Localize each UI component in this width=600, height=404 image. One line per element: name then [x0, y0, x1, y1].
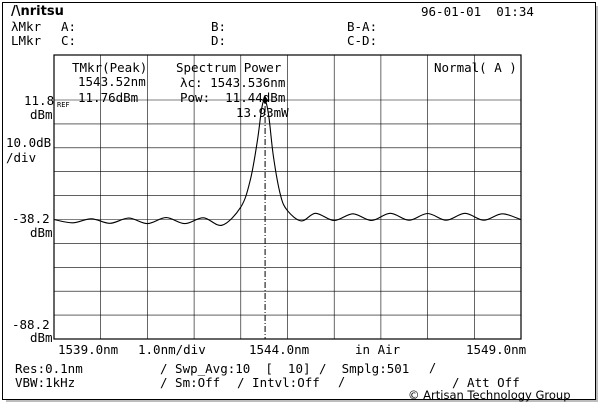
ref-level: 11.8: [24, 93, 55, 108]
divider-slash-1: /: [429, 361, 437, 375]
marker-a[interactable]: A:: [61, 19, 77, 34]
mid-level: -38.2: [12, 211, 50, 226]
marker-b[interactable]: B:: [211, 19, 227, 34]
resolution: Res:0.1nm: [15, 361, 83, 376]
smoothing: / Sm:Off: [160, 375, 221, 390]
scale-per-div-unit: /div: [6, 150, 37, 165]
x-medium: in Air: [355, 342, 401, 357]
copyright-watermark: © Artisan Technology Group: [408, 388, 571, 402]
anritsu-logo: /\nritsu: [11, 4, 64, 19]
x-center: 1544.0nm: [249, 342, 310, 357]
trace-mode: Normal( A ): [434, 60, 517, 75]
bottom-level: -88.2: [12, 317, 50, 332]
marker-c[interactable]: C:: [61, 33, 77, 48]
analyzer-screen: [2, 2, 596, 400]
level-marker-label: LMkr: [11, 33, 42, 48]
x-start: 1539.0nm: [58, 342, 119, 357]
marker-c-minus-d[interactable]: C-D:: [347, 33, 378, 48]
spectrum-trace: [53, 99, 522, 226]
marker-b-minus-a[interactable]: B-A:: [347, 19, 378, 34]
datetime: 96-01-01 01:34: [421, 4, 534, 19]
video-bandwidth: VBW:1kHz: [15, 375, 76, 390]
x-span-per-div: 1.0nm/div: [138, 342, 206, 357]
attenuator: / Att Off: [452, 375, 520, 390]
x-stop: 1549.0nm: [466, 342, 527, 357]
marker-d[interactable]: D:: [211, 33, 227, 48]
trace-marker-level: 11.76dBm: [78, 90, 139, 105]
ref-level-unit: dBm: [30, 107, 53, 122]
interval: / Intvl:Off: [237, 375, 320, 390]
trace-marker-title: TMkr(Peak): [72, 60, 148, 75]
center-wavelength: λc: 1543.536nm: [180, 75, 286, 90]
spectrum-power-title: Spectrum Power: [176, 60, 282, 75]
mid-level-unit: dBm: [30, 225, 53, 240]
divider-slash-2: /: [338, 375, 346, 389]
ref-label: REF: [57, 101, 70, 109]
trace-marker-wavelength: 1543.52nm: [78, 74, 146, 89]
lambda-marker-label: λMkr: [11, 19, 42, 34]
peak-marker: [262, 96, 269, 105]
scale-per-div: 10.0dB: [6, 135, 52, 150]
sampling: / Smplg:501: [319, 361, 410, 376]
bottom-level-unit: dBm: [30, 330, 53, 345]
power-mw: 13.93mW: [236, 105, 289, 120]
sweep-average: / Swp_Avg:10 [ 10]: [160, 361, 311, 376]
power-dbm: Pow: 11.44dBm: [180, 90, 286, 105]
